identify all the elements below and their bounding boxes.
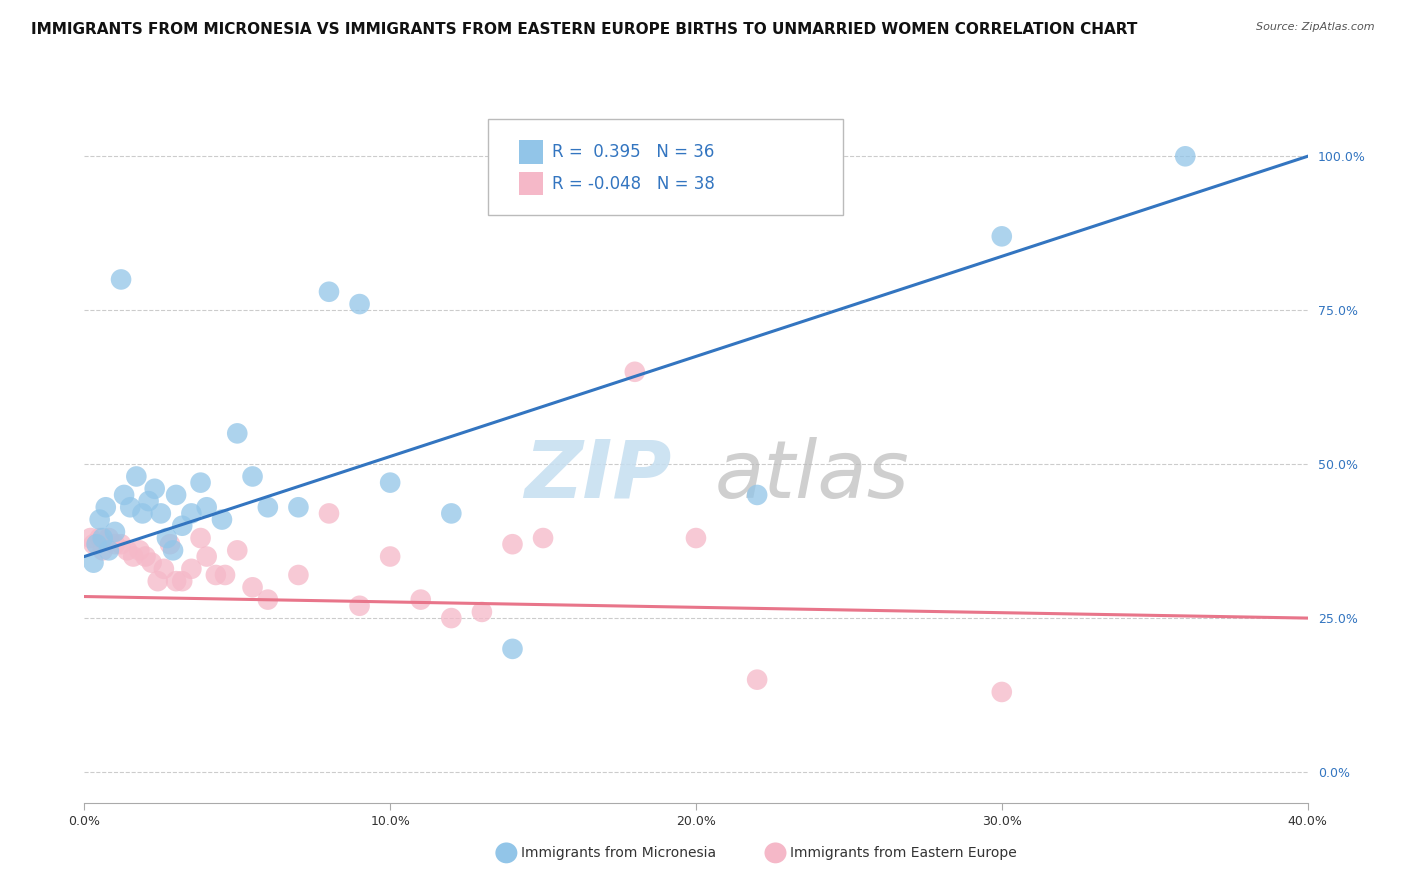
FancyBboxPatch shape	[488, 119, 842, 215]
Point	[531, 531, 554, 545]
Point	[242, 580, 264, 594]
Point	[172, 518, 194, 533]
Text: R = -0.048   N = 38: R = -0.048 N = 38	[551, 175, 714, 193]
Point	[226, 426, 249, 441]
Point	[440, 507, 463, 521]
Point	[349, 599, 371, 613]
Text: R =  0.395   N = 36: R = 0.395 N = 36	[551, 144, 714, 161]
Point	[110, 537, 132, 551]
Point	[122, 549, 145, 564]
Point	[91, 543, 114, 558]
Point	[205, 568, 228, 582]
Point	[747, 673, 769, 687]
Text: Source: ZipAtlas.com: Source: ZipAtlas.com	[1257, 22, 1375, 32]
Point	[502, 641, 524, 656]
Point	[138, 494, 160, 508]
Point	[211, 512, 233, 526]
Point	[153, 562, 176, 576]
Point	[747, 488, 769, 502]
Point	[104, 524, 127, 539]
Point	[409, 592, 432, 607]
Point	[172, 574, 194, 589]
Point	[128, 543, 150, 558]
Point	[318, 507, 340, 521]
Point	[162, 543, 184, 558]
Point	[214, 568, 236, 582]
Point	[190, 531, 212, 545]
Text: Immigrants from Eastern Europe: Immigrants from Eastern Europe	[790, 846, 1017, 860]
Text: Immigrants from Micronesia: Immigrants from Micronesia	[522, 846, 716, 860]
Text: ZIP: ZIP	[524, 437, 672, 515]
Point	[97, 543, 120, 558]
Point	[1174, 149, 1197, 163]
Point	[180, 562, 202, 576]
FancyBboxPatch shape	[519, 172, 543, 195]
Point	[165, 488, 187, 502]
Point	[91, 531, 114, 545]
Text: IMMIGRANTS FROM MICRONESIA VS IMMIGRANTS FROM EASTERN EUROPE BIRTHS TO UNMARRIED: IMMIGRANTS FROM MICRONESIA VS IMMIGRANTS…	[31, 22, 1137, 37]
Point	[104, 537, 127, 551]
Text: atlas: atlas	[714, 437, 910, 515]
Point	[125, 469, 148, 483]
Point	[143, 482, 166, 496]
Point	[685, 531, 707, 545]
Point	[79, 531, 101, 545]
Point	[146, 574, 169, 589]
Point	[165, 574, 187, 589]
Point	[991, 229, 1014, 244]
Point	[149, 507, 172, 521]
Point	[86, 537, 108, 551]
Point	[94, 500, 117, 515]
Point	[195, 500, 218, 515]
Point	[226, 543, 249, 558]
Ellipse shape	[765, 842, 786, 863]
Point	[287, 568, 309, 582]
Point	[991, 685, 1014, 699]
Point	[624, 365, 647, 379]
Point	[110, 272, 132, 286]
Point	[440, 611, 463, 625]
Point	[159, 537, 181, 551]
Point	[349, 297, 371, 311]
Point	[242, 469, 264, 483]
Point	[195, 549, 218, 564]
Point	[180, 507, 202, 521]
Point	[97, 531, 120, 545]
Point	[380, 549, 402, 564]
FancyBboxPatch shape	[519, 140, 543, 164]
Ellipse shape	[495, 842, 517, 863]
Point	[89, 512, 111, 526]
Point	[83, 556, 105, 570]
Point	[257, 500, 280, 515]
Point	[257, 592, 280, 607]
Point	[502, 537, 524, 551]
Point	[112, 488, 135, 502]
Point	[471, 605, 494, 619]
Point	[115, 543, 138, 558]
Point	[318, 285, 340, 299]
Point	[287, 500, 309, 515]
Point	[83, 537, 105, 551]
Point	[131, 507, 153, 521]
Point	[807, 193, 830, 207]
Point	[141, 556, 163, 570]
Point	[156, 531, 179, 545]
Point	[135, 549, 157, 564]
Point	[89, 531, 111, 545]
Point	[380, 475, 402, 490]
Point	[190, 475, 212, 490]
Point	[120, 500, 142, 515]
